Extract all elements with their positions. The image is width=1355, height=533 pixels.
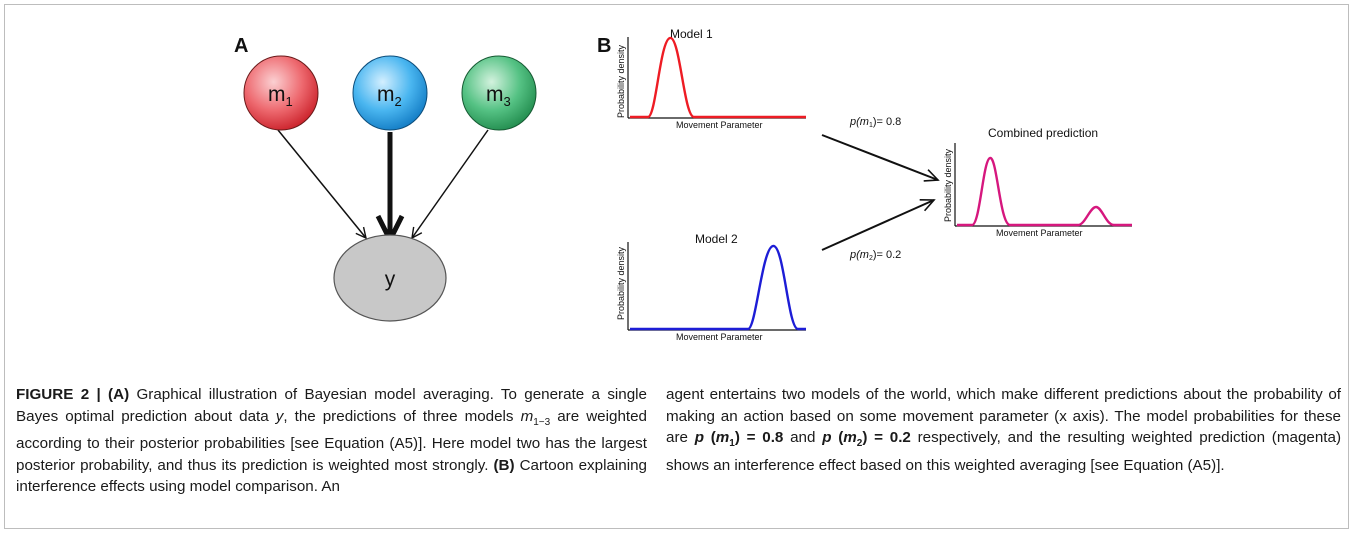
arrow-m1-y bbox=[277, 129, 366, 238]
caption-column-right: agent entertains two models of the world… bbox=[666, 384, 1341, 476]
caption-text: agent entertains two models of the world… bbox=[666, 386, 1341, 447]
node-m1: m1 bbox=[243, 55, 319, 131]
caption-text: , the predictions of three models bbox=[283, 407, 521, 425]
panel-a-label: A bbox=[234, 35, 248, 57]
arrow-m3-y bbox=[412, 129, 489, 238]
equation-1: p (m1) = 0.8 bbox=[694, 429, 784, 450]
figure-frame bbox=[4, 4, 1349, 529]
svg-text:m2: m2 bbox=[377, 83, 402, 109]
node-y: y bbox=[333, 234, 447, 322]
model1-xlabel: Movement Parameter bbox=[676, 120, 763, 130]
combined-title: Combined prediction bbox=[988, 126, 1098, 140]
model2-xlabel: Movement Parameter bbox=[676, 332, 763, 342]
caption-var-m: m bbox=[520, 407, 534, 425]
combined-curve bbox=[957, 156, 1132, 227]
model2-title: Model 2 bbox=[695, 232, 738, 246]
model1-curve bbox=[630, 36, 806, 119]
model2-curve bbox=[630, 244, 806, 331]
caption-b-label: (B) bbox=[493, 456, 515, 474]
figure-label: FIGURE 2 | bbox=[16, 386, 109, 403]
model1-ylabel: Probability density bbox=[616, 44, 626, 118]
model1-plot: Model 1 Probability density Movement Par… bbox=[616, 27, 806, 130]
caption-var-m-sub: 1−3 bbox=[533, 416, 551, 428]
weight2-label: p(m2)= 0.2 bbox=[849, 249, 901, 262]
figure-art: A m1 m2 m3 y B Model 1 Probability densi… bbox=[234, 27, 1132, 342]
node-m2: m2 bbox=[352, 55, 428, 131]
node-m3: m3 bbox=[461, 55, 537, 131]
caption-text: respectively, and the resulting weighted… bbox=[666, 429, 1342, 474]
arrow-model1-combined bbox=[821, 134, 940, 182]
svg-text:m3: m3 bbox=[486, 83, 511, 109]
svg-text:p(m1)= 0.8: p(m1)= 0.8 bbox=[849, 116, 901, 129]
svg-text:p(m2)= 0.2: p(m2)= 0.2 bbox=[849, 249, 901, 262]
caption-text: Graphical illustration of Bayesian model… bbox=[16, 386, 648, 425]
panel-b-label: B bbox=[597, 35, 611, 57]
weight1-label: p(m1)= 0.8 bbox=[849, 116, 901, 129]
svg-text:y: y bbox=[385, 268, 396, 291]
combined-plot: Combined prediction Probability density … bbox=[943, 126, 1132, 238]
combined-xlabel: Movement Parameter bbox=[996, 228, 1083, 238]
arrow-model2-combined bbox=[821, 199, 936, 251]
caption-text: and bbox=[783, 429, 823, 447]
caption-text: Cartoon explaining interference effects … bbox=[16, 456, 647, 496]
svg-text:m1: m1 bbox=[268, 83, 293, 109]
caption-var-y: y bbox=[275, 407, 284, 425]
caption-column-left: FIGURE 2 | (A) Graphical illustration of… bbox=[16, 384, 647, 498]
combined-ylabel: Probability density bbox=[943, 148, 953, 222]
model2-plot: Model 2 Probability density Movement Par… bbox=[616, 232, 806, 342]
model2-ylabel: Probability density bbox=[616, 246, 626, 320]
model1-title: Model 1 bbox=[670, 27, 713, 41]
equation-2: p (m2) = 0.2 bbox=[822, 429, 911, 450]
caption-text: are weighted according to their posterio… bbox=[16, 407, 647, 474]
caption-a-label: (A) bbox=[108, 386, 130, 403]
